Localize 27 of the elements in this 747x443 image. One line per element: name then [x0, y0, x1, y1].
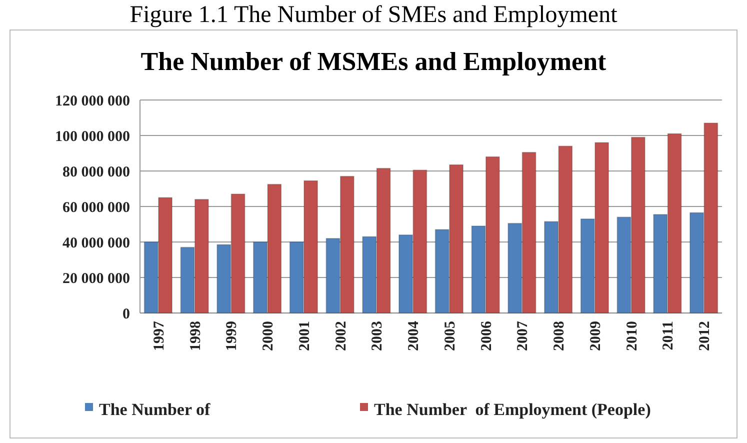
- x-tick-label: 2012: [697, 321, 714, 351]
- y-tick-label: 40 000 000: [62, 235, 130, 252]
- y-tick-label: 80 000 000: [62, 164, 130, 180]
- x-tick-label: 1998: [188, 321, 204, 351]
- y-tick-label: 100 000 000: [55, 128, 130, 145]
- x-tick-label: 1999: [224, 321, 240, 351]
- chart-subtitle: The Number of MSMEs and Employment: [140, 47, 607, 76]
- x-tick-label: 2008: [552, 321, 568, 351]
- legend-label: The Number of Employment (People): [374, 400, 651, 419]
- y-tick-label: 120 000 000: [55, 93, 130, 110]
- y-tick-label: 60 000 000: [62, 200, 130, 216]
- x-tick-label: 2009: [588, 321, 604, 351]
- x-tick-label: 2007: [515, 320, 532, 351]
- x-tick-label: 2011: [660, 321, 677, 350]
- x-tick-label: 2005: [442, 321, 458, 351]
- y-tick-label: 0: [122, 306, 130, 322]
- y-tick-label: 20 000 000: [62, 270, 130, 287]
- x-tick-label: 1997: [151, 320, 168, 351]
- x-tick-label: 2004: [406, 320, 422, 351]
- x-tick-label: 2003: [370, 321, 386, 351]
- x-tick-label: 2000: [260, 321, 277, 351]
- x-tick-label: 2006: [478, 320, 495, 351]
- x-tick-label: 2001: [296, 321, 313, 351]
- x-tick-label: 2010: [624, 321, 640, 351]
- x-tick-label: 2002: [333, 321, 350, 351]
- legend-label: The Number of: [99, 400, 210, 419]
- chart-title: Figure 1.1 The Number of SMEs and Employment: [130, 2, 618, 28]
